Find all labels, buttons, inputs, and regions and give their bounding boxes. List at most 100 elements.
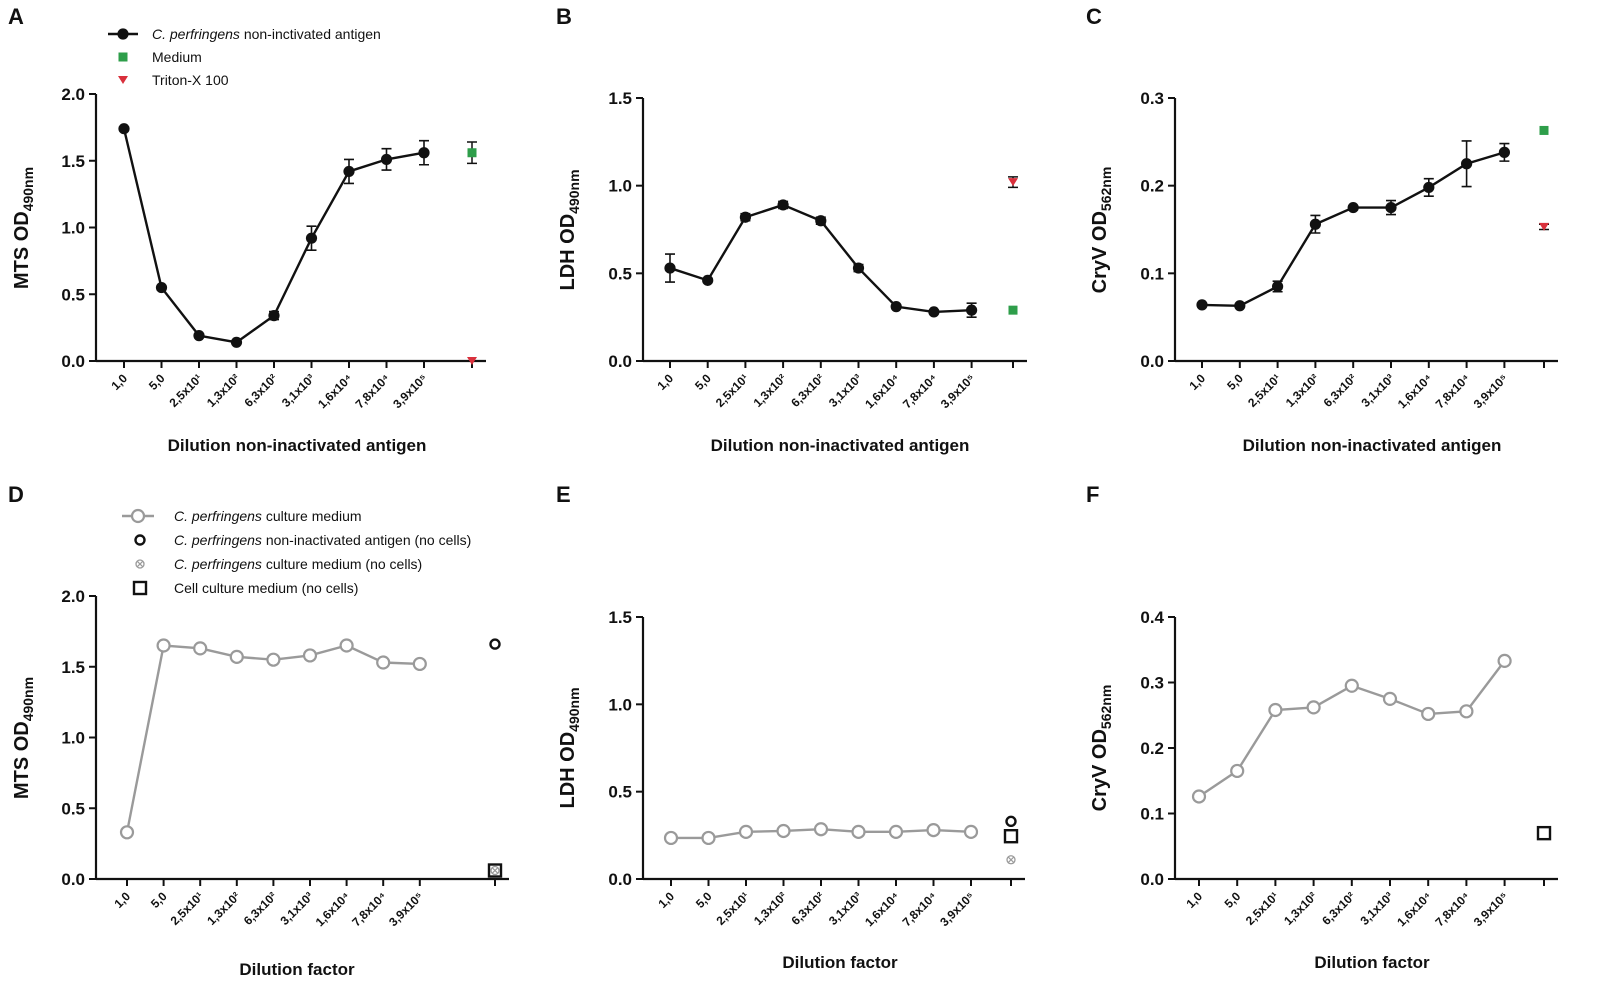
data-point <box>156 638 171 653</box>
x-axis-title: Dilution factor <box>239 960 355 979</box>
y-axis-title: LDH OD490nm <box>557 687 582 808</box>
x-tick-label: 1,6x10⁴ <box>862 371 902 411</box>
panel-letter: A <box>8 4 24 29</box>
panel-letter: D <box>8 482 24 507</box>
data-point <box>229 649 244 664</box>
x-tick-label: 1,6x10⁴ <box>313 889 353 929</box>
x-tick-label: 3,1x10³ <box>277 889 316 928</box>
legend-label-text: Medium <box>152 49 202 65</box>
y-tick-label: 0.3 <box>1140 674 1164 693</box>
x-tick-label: 3,1x10³ <box>826 371 865 410</box>
y-tick-label: 0.4 <box>1140 608 1164 627</box>
y-tick-label: 1.0 <box>61 729 85 748</box>
x-tick-label: 5,0 <box>692 371 714 393</box>
x-tick-label: 3,9x10⁵ <box>938 371 978 411</box>
x-tick-label: 2,5x10¹ <box>1243 889 1282 928</box>
x-tick-label: 3,1x10³ <box>1358 371 1397 410</box>
chart-panel-e: E 0.0 0.5 1.0 1.5 1,0 5,02,5x10¹1,3x10²6,3x10²… <box>556 482 1025 972</box>
y-tick-label: 0.5 <box>608 264 632 283</box>
data-point <box>1459 704 1474 719</box>
data-point <box>268 310 280 322</box>
data-point <box>739 211 752 223</box>
x-tick-label: 2,5x10¹ <box>713 889 752 928</box>
legend-marker <box>118 52 128 62</box>
x-tick-label: 7,8x10⁴ <box>900 371 940 411</box>
x-tick-label: 6,3x10² <box>1319 889 1358 928</box>
data-point <box>1421 706 1436 722</box>
data-point <box>815 215 827 227</box>
x-tick-label: 1,3x10² <box>204 889 243 928</box>
data-point <box>1230 763 1245 779</box>
legend-label-text: Cell culture medium (no cells) <box>174 580 358 596</box>
y-tick-label: 1.5 <box>608 608 632 627</box>
data-point <box>1191 789 1207 804</box>
legend-marker <box>134 534 146 546</box>
control-point <box>487 863 503 878</box>
x-tick-label: 1,0 <box>1183 889 1205 911</box>
x-tick-label: 3,9x10⁵ <box>937 889 977 929</box>
data-point <box>1385 201 1397 214</box>
y-tick-label: 0.1 <box>1140 805 1164 824</box>
x-tick-label: 3,1x10³ <box>279 371 318 410</box>
data-point <box>1272 280 1284 293</box>
data-point <box>777 199 789 211</box>
y-axis-title-main: MTS OD <box>11 721 33 799</box>
x-tick-label: 7,8x10⁴ <box>353 371 393 411</box>
x-axis-title: Dilution non-inactivated antigen <box>168 436 427 455</box>
x-tick-label: 6,3x10² <box>241 889 280 928</box>
control-point <box>490 865 500 876</box>
control-point <box>1539 125 1549 135</box>
data-point <box>343 165 355 178</box>
x-tick-label: 1,3x10² <box>1281 889 1320 928</box>
x-tick-label: 2,5x10¹ <box>1245 371 1284 410</box>
legend-marker <box>132 580 148 596</box>
legend-marker <box>135 559 145 569</box>
data-point <box>1461 158 1473 170</box>
x-axis-title: Dilution factor <box>782 953 898 972</box>
data-point <box>888 824 904 839</box>
x-tick-label: 5,0 <box>1222 889 1244 911</box>
legend-marker <box>118 76 128 84</box>
control-point-cross <box>1007 856 1015 863</box>
data-point <box>155 281 168 294</box>
y-axis-title-sub: 562nm <box>1098 167 1114 211</box>
legend-marker <box>117 28 129 40</box>
y-tick-label: 1.5 <box>61 658 85 677</box>
x-tick-label: 3,9x10⁵ <box>1471 371 1511 411</box>
data-point <box>1309 218 1321 230</box>
series-line <box>1201 151 1505 307</box>
y-axis-title-main: LDH OD <box>557 214 579 291</box>
x-tick-label: 2,5x10¹ <box>713 371 752 410</box>
y-tick-label: 0.0 <box>61 870 85 889</box>
data-point <box>305 232 318 244</box>
data-point <box>776 823 791 839</box>
x-tick-label: 7,8x10⁴ <box>349 889 389 929</box>
legend-label-text: non-inctivated antigen <box>240 26 381 42</box>
y-axis-title-sub: 490nm <box>20 677 36 721</box>
y-axis-title: LDH OD490nm <box>557 169 582 290</box>
control-point <box>489 638 501 650</box>
legend-marker <box>130 508 146 524</box>
x-tick-label: 1,3x10² <box>751 371 790 410</box>
chart-panel-d: D 0.0 0.5 1.0 1.5 2.0 1,0 5,02,5x10¹1,3x10²6,3x… <box>8 482 509 979</box>
chart-panel-f: F 0.0 0.1 0.2 0.3 0.4 1,0 5,0 2,5x10¹ 1,3x10² 6,3x… <box>1086 482 1558 972</box>
legend-label-italic: C. perfringens <box>174 556 262 572</box>
legend-label-text: Triton-X 100 <box>152 72 229 88</box>
x-tick-label: 1,0 <box>654 371 676 393</box>
y-axis-title-main: CryV OD <box>1089 211 1111 293</box>
chart-panel-a: A 0.0 0.5 1.0 1.5 2.0 1,0 5,02,5x10¹1,3x10²6,3x… <box>8 4 486 455</box>
data-point <box>302 648 318 663</box>
control-point <box>1006 855 1016 865</box>
control-point <box>1536 825 1552 841</box>
chart-panel-b: B 0.0 0.5 1.0 1.5 1,0 5,0 2,5x10¹ 1,3x10² 6,3x10²… <box>556 4 1027 455</box>
legend-label: C. perfringens culture medium <box>174 508 362 524</box>
x-tick-label: 1,0 <box>1186 371 1208 393</box>
x-tick-label: 1,3x10² <box>751 889 790 928</box>
legend-label-italic: C. perfringens <box>152 26 240 42</box>
legend-label: C. perfringens non-inactivated antigen (… <box>174 532 471 548</box>
data-point <box>376 655 391 670</box>
legend-label-italic: C. perfringens <box>174 532 262 548</box>
data-point <box>963 824 979 839</box>
x-tick-label: 1,3x10² <box>1283 371 1322 410</box>
x-tick-label: 6,3x10² <box>788 889 827 928</box>
